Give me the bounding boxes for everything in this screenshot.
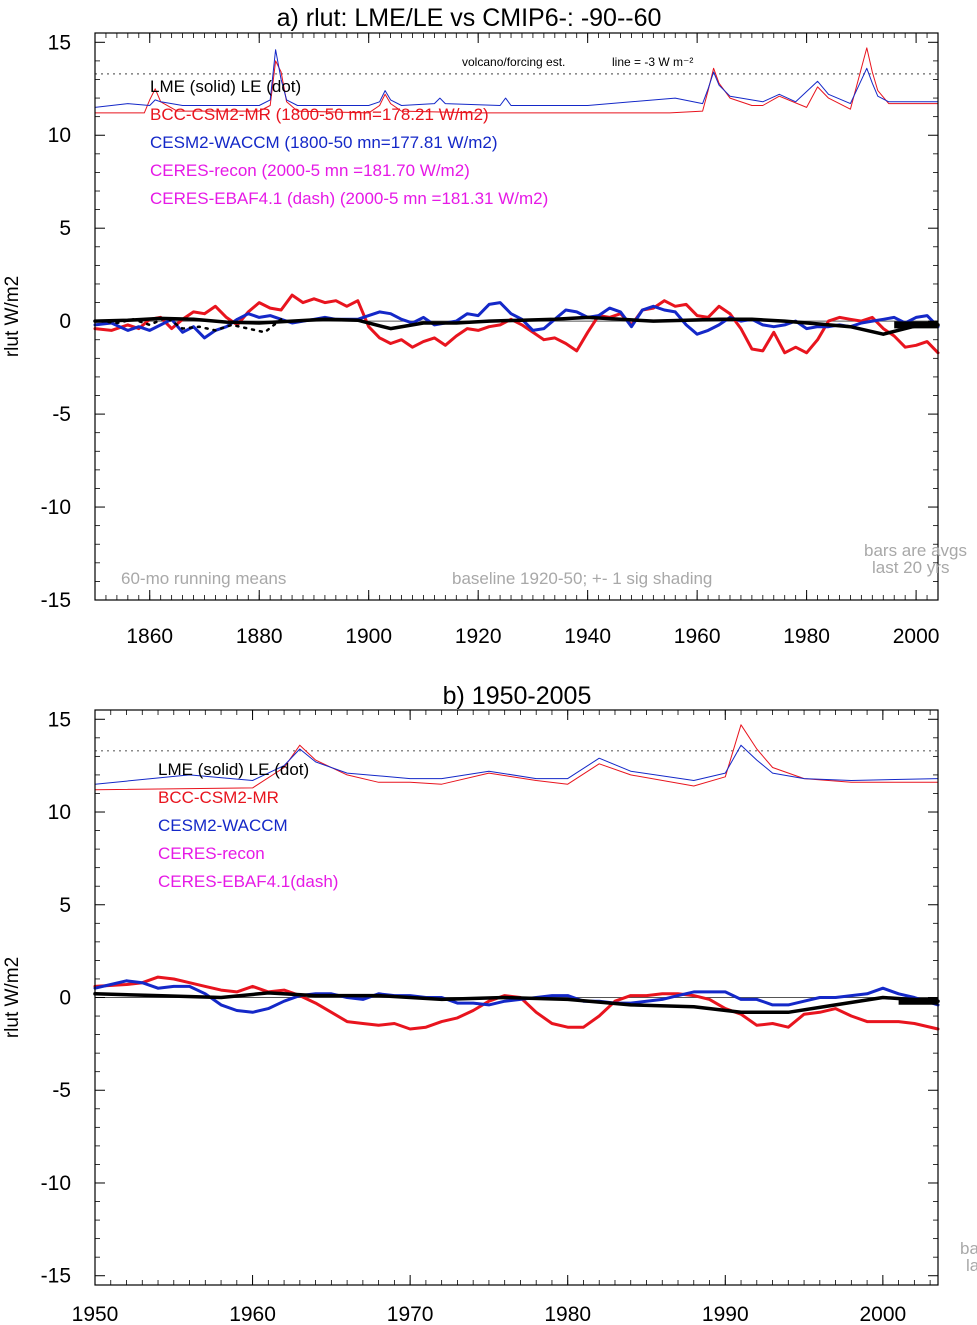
series-line-lme xyxy=(93,315,940,336)
x-tick-label: 1950 xyxy=(72,1303,119,1325)
y-tick-label: -15 xyxy=(41,589,71,612)
legend-entry: BCC-CSM2-MR (1800-50 mn=178.21 W/m2) xyxy=(150,105,489,124)
x-tick-label: 1880 xyxy=(236,625,283,648)
series-line-lme xyxy=(93,991,940,1015)
y-tick-label: 5 xyxy=(59,217,71,240)
x-tick-label: 1860 xyxy=(126,625,173,648)
series-line-cesm2-waccm xyxy=(93,979,940,1014)
legend-entry: CESM2-WACCM (1800-50 mn=177.81 W/m2) xyxy=(150,133,498,152)
x-tick-label: 1960 xyxy=(674,625,721,648)
x-tick-label: 1980 xyxy=(544,1303,591,1325)
annotation-baseline: baseline 1920-50; +- 1 sig shading xyxy=(452,569,712,588)
legend-entry: CERES-EBAF4.1(dash) xyxy=(158,872,338,891)
y-tick-label: -10 xyxy=(41,496,71,519)
y-tick-label: -5 xyxy=(52,1079,71,1102)
plot-frame xyxy=(94,32,939,601)
y-tick-label: 0 xyxy=(59,987,71,1010)
y-tick-label: -15 xyxy=(41,1265,71,1288)
y-axis-label: rlut W/m2 xyxy=(2,276,23,357)
series-line-volcano-forcing-bcc xyxy=(94,47,939,114)
series-line-volcano-forcing-cesm xyxy=(94,744,939,785)
y-tick-label: 5 xyxy=(59,894,71,917)
chart-title: a) rlut: LME/LE vs CMIP6-: -90--60 xyxy=(277,4,662,32)
x-tick-label: 1900 xyxy=(345,625,392,648)
legend-entry: CERES-EBAF4.1 (dash) (2000-5 mn =181.31 … xyxy=(150,189,548,208)
y-tick-label: 10 xyxy=(48,801,71,824)
series-line-volcano-forcing-bcc xyxy=(94,724,939,791)
x-tick-label: 1990 xyxy=(702,1303,749,1325)
x-tick-label: 2000 xyxy=(893,625,940,648)
annotation-running: 60-mo running means xyxy=(121,569,286,588)
y-tick-label: 15 xyxy=(48,31,71,54)
legend-entry: CERES-recon xyxy=(158,844,265,863)
legend-entry: BCC-CSM2-MR xyxy=(158,788,279,807)
panel-a: a) rlut: LME/LE vs CMIP6-: -90--60 rlut W… xyxy=(2,4,967,648)
annotation-bars-2: last 20 yrs xyxy=(872,558,949,577)
series-line-bcc-csm2-mr xyxy=(93,975,940,1031)
y-tick-label: -10 xyxy=(41,1172,71,1195)
series-line-volcano-forcing-cesm xyxy=(94,49,939,108)
annotation-line-note: line = -3 W m⁻² xyxy=(612,55,693,69)
annotation-forcing: volcano/forcing est. xyxy=(462,55,565,69)
y-axis-label: rlut W/m2 xyxy=(2,957,23,1038)
annotation-bars-1: ba xyxy=(960,1239,977,1258)
annotation-bars-2: la xyxy=(966,1256,977,1275)
legend-entry: CESM2-WACCM xyxy=(158,816,288,835)
legend-entry: CERES-recon (2000-5 mn =181.70 W/m2) xyxy=(150,161,470,180)
x-tick-label: 1940 xyxy=(564,625,611,648)
y-tick-label: 15 xyxy=(48,708,71,731)
y-tick-label: 0 xyxy=(59,310,71,333)
legend-entry: LME (solid) LE (dot) xyxy=(150,77,301,96)
x-tick-label: 1920 xyxy=(455,625,502,648)
y-tick-label: 10 xyxy=(48,124,71,147)
x-tick-label: 1970 xyxy=(387,1303,434,1325)
series-line-le xyxy=(99,316,283,334)
chart-title: b) 1950-2005 xyxy=(443,682,592,710)
y-tick-label: -5 xyxy=(52,403,71,426)
annotation-bars-1: bars are avgs xyxy=(864,541,967,560)
legend-entry: LME (solid) LE (dot) xyxy=(158,760,309,779)
x-tick-label: 2000 xyxy=(859,1303,906,1325)
x-tick-label: 1980 xyxy=(783,625,830,648)
x-tick-label: 1960 xyxy=(229,1303,276,1325)
